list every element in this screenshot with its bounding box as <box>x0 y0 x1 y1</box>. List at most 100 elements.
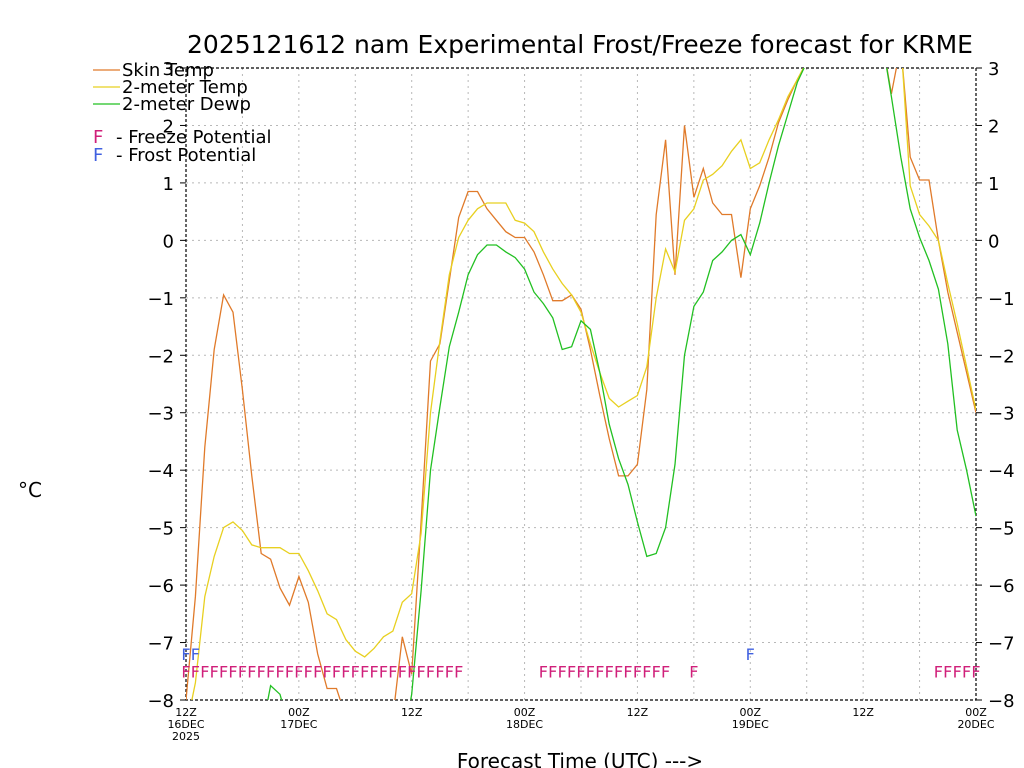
freeze-potential-mark: F <box>210 662 219 681</box>
x-tick-label: 00Z <box>288 706 310 719</box>
legend-label: 2-meter Temp <box>122 77 248 98</box>
freeze-potential-mark: F <box>426 662 435 681</box>
series-line-skin-temp <box>186 68 976 700</box>
y-tick-label-right: −1 <box>988 289 1015 310</box>
x-tick-label: 19DEC <box>732 718 769 731</box>
freeze-potential-mark: F <box>294 662 303 681</box>
y-tick-label: 1 <box>163 174 174 195</box>
x-axis-label: Forecast Time (UTC) ---> <box>457 749 703 768</box>
series-lines <box>186 68 976 700</box>
freeze-potential-mark: F <box>341 662 350 681</box>
frost-potential-mark: F <box>746 645 755 664</box>
freeze-potential-mark: F <box>943 662 952 681</box>
y-tick-label: 0 <box>163 231 174 252</box>
x-tick-label: 12Z <box>401 706 423 719</box>
y-tick-label-right: 2 <box>988 116 999 137</box>
freeze-potential-mark: F <box>257 662 266 681</box>
x-tick-label: 16DEC <box>167 718 204 731</box>
freeze-potential-mark: F <box>388 662 397 681</box>
freeze-potential-mark: F <box>567 662 576 681</box>
freeze-potential-mark: F <box>623 662 632 681</box>
x-tick-label: 12Z <box>627 706 649 719</box>
freeze-potential-mark: F <box>971 662 980 681</box>
freeze-potential-mark: F <box>398 662 407 681</box>
freeze-potential-mark: F <box>633 662 642 681</box>
freeze-potential-mark: F <box>586 662 595 681</box>
x-tick-label: 12Z <box>852 706 874 719</box>
y-tick-label-right: 0 <box>988 231 999 252</box>
freeze-potential-mark: F <box>595 662 604 681</box>
y-tick-label-right: −7 <box>988 634 1015 655</box>
freeze-potential-mark: F <box>953 662 962 681</box>
freeze-potential-mark: F <box>379 662 388 681</box>
y-axis-right: −8 −7 −6 −5 −4 −3 −2 −1 0 1 2 3 <box>976 59 1015 712</box>
frost-potential-mark: F <box>191 645 200 664</box>
freeze-potential-mark: F <box>219 662 228 681</box>
potential-legend-letter: F <box>93 127 103 148</box>
series-line-2-meter-dewp <box>267 68 976 700</box>
y-tick-label-right: −6 <box>988 576 1015 597</box>
freeze-potential-mark: F <box>285 662 294 681</box>
freeze-potential-mark: F <box>934 662 943 681</box>
freeze-potential-mark: F <box>181 662 190 681</box>
y-axis-left: −8 −7 −6 −5 −4 −3 −2 −1 0 1 2 3 <box>147 59 186 712</box>
y-tick-label: −3 <box>147 404 174 425</box>
x-tick-label: 17DEC <box>280 718 317 731</box>
freeze-potential-mark: F <box>266 662 275 681</box>
x-tick-label: 18DEC <box>506 718 543 731</box>
x-tick-label: 12Z <box>175 706 197 719</box>
y-tick-label: 3 <box>163 59 174 80</box>
freeze-potential-mark: F <box>445 662 454 681</box>
y-tick-label-right: −2 <box>988 346 1015 367</box>
freeze-potential-mark: F <box>605 662 614 681</box>
freeze-potential-mark: F <box>351 662 360 681</box>
y-tick-label-right: 1 <box>988 174 999 195</box>
freeze-potential-mark: F <box>962 662 971 681</box>
freeze-potential-mark: F <box>332 662 341 681</box>
freeze-potential-mark: F <box>539 662 548 681</box>
freeze-potential-mark: F <box>407 662 416 681</box>
y-tick-label-right: −3 <box>988 404 1015 425</box>
y-tick-label: −8 <box>147 691 174 712</box>
grid <box>186 68 976 700</box>
freeze-potential-mark: F <box>576 662 585 681</box>
y-tick-label: −2 <box>147 346 174 367</box>
legend-label: 2-meter Dewp <box>122 94 251 115</box>
x-tick-label: 00Z <box>740 706 762 719</box>
y-tick-label-right: 3 <box>988 59 999 80</box>
freeze-potential-mark: F <box>313 662 322 681</box>
freeze-potential-mark: F <box>435 662 444 681</box>
freeze-potential-mark: F <box>360 662 369 681</box>
frost-potential-mark: F <box>181 645 190 664</box>
plot-frame <box>185 67 977 701</box>
freeze-potential-mark: F <box>548 662 557 681</box>
freeze-potential-mark: F <box>614 662 623 681</box>
freeze-potential-mark: F <box>228 662 237 681</box>
chart-title: 2025121612 nam Experimental Frost/Freeze… <box>187 30 973 59</box>
y-tick-label-right: −4 <box>988 461 1015 482</box>
x-tick-label: 00Z <box>514 706 536 719</box>
freeze-potential-mark: F <box>417 662 426 681</box>
y-tick-label-right: −8 <box>988 691 1015 712</box>
freeze-potential-mark: F <box>558 662 567 681</box>
x-tick-label: 20DEC <box>957 718 994 731</box>
series-line-2-meter-temp <box>191 68 976 700</box>
freeze-potential-mark: F <box>652 662 661 681</box>
freeze-potential-mark: F <box>322 662 331 681</box>
y-tick-label: −6 <box>147 576 174 597</box>
potential-legend-letter: F <box>93 145 103 166</box>
legend-label: Skin Temp <box>122 60 214 81</box>
y-axis-label: °C <box>18 478 42 502</box>
x-tick-label: 2025 <box>172 730 200 743</box>
potential-legend-text: - Freeze Potential <box>116 127 272 148</box>
freeze-potential-mark: F <box>642 662 651 681</box>
y-tick-label: −7 <box>147 634 174 655</box>
potential-legend-text: - Frost Potential <box>116 145 256 166</box>
freeze-potential-mark: F <box>247 662 256 681</box>
y-tick-label: −4 <box>147 461 174 482</box>
freeze-potential-mark: F <box>275 662 284 681</box>
